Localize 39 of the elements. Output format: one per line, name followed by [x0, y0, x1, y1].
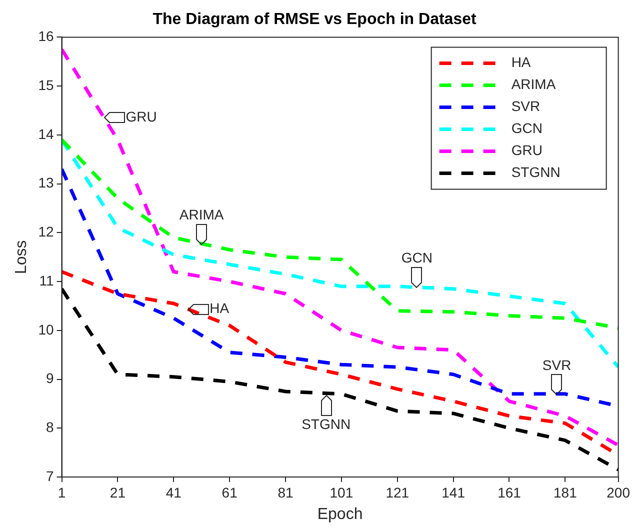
y-tick-label: 13 [38, 174, 54, 191]
annotation: ARIMA [179, 206, 224, 223]
x-tick-label: 161 [498, 484, 522, 500]
y-tick-label: 7 [46, 468, 54, 484]
line-series [62, 48, 618, 447]
line-series [62, 287, 618, 472]
y-tick-label: 11 [39, 272, 54, 288]
annotation: SVR [542, 356, 572, 373]
line-series [62, 138, 618, 330]
x-tick-label: 141 [442, 484, 466, 500]
y-axis-title: Loss [13, 240, 30, 274]
legend-label: HA [511, 54, 532, 70]
x-tick-label: 200 [606, 484, 630, 500]
x-tick-label: 21 [110, 484, 126, 500]
legend-label: GRU [511, 142, 542, 158]
x-tick-label: 41 [166, 484, 182, 500]
x-tick-label: 1 [58, 484, 66, 500]
y-tick-label: 8 [46, 418, 54, 435]
x-tick-label: 101 [330, 484, 354, 500]
x-tick-label: 181 [554, 484, 578, 500]
y-tick-label: 10 [38, 321, 54, 338]
x-axis-title: Epoch [317, 506, 363, 523]
annotation: GCN [401, 250, 433, 266]
y-tick-label: 15 [38, 76, 54, 93]
annotation: GRU [126, 108, 157, 125]
legend-label: STGNN [511, 164, 560, 180]
y-tick-label: 14 [38, 126, 54, 142]
legend-label: GCN [511, 120, 542, 136]
y-tick-label: 16 [38, 28, 54, 44]
legend-label: ARIMA [511, 76, 556, 92]
x-tick-label: 61 [222, 484, 238, 500]
annotation: HA [210, 300, 230, 316]
x-tick-label: 121 [386, 484, 410, 500]
y-tick-label: 9 [46, 370, 54, 386]
y-tick-label: 12 [38, 224, 54, 240]
legend-label: SVR [511, 98, 540, 114]
chart-title: The Diagram of RMSE vs Epoch in Dataset [152, 11, 477, 28]
annotation: STGNN [302, 416, 351, 432]
x-tick-label: 81 [278, 484, 294, 500]
